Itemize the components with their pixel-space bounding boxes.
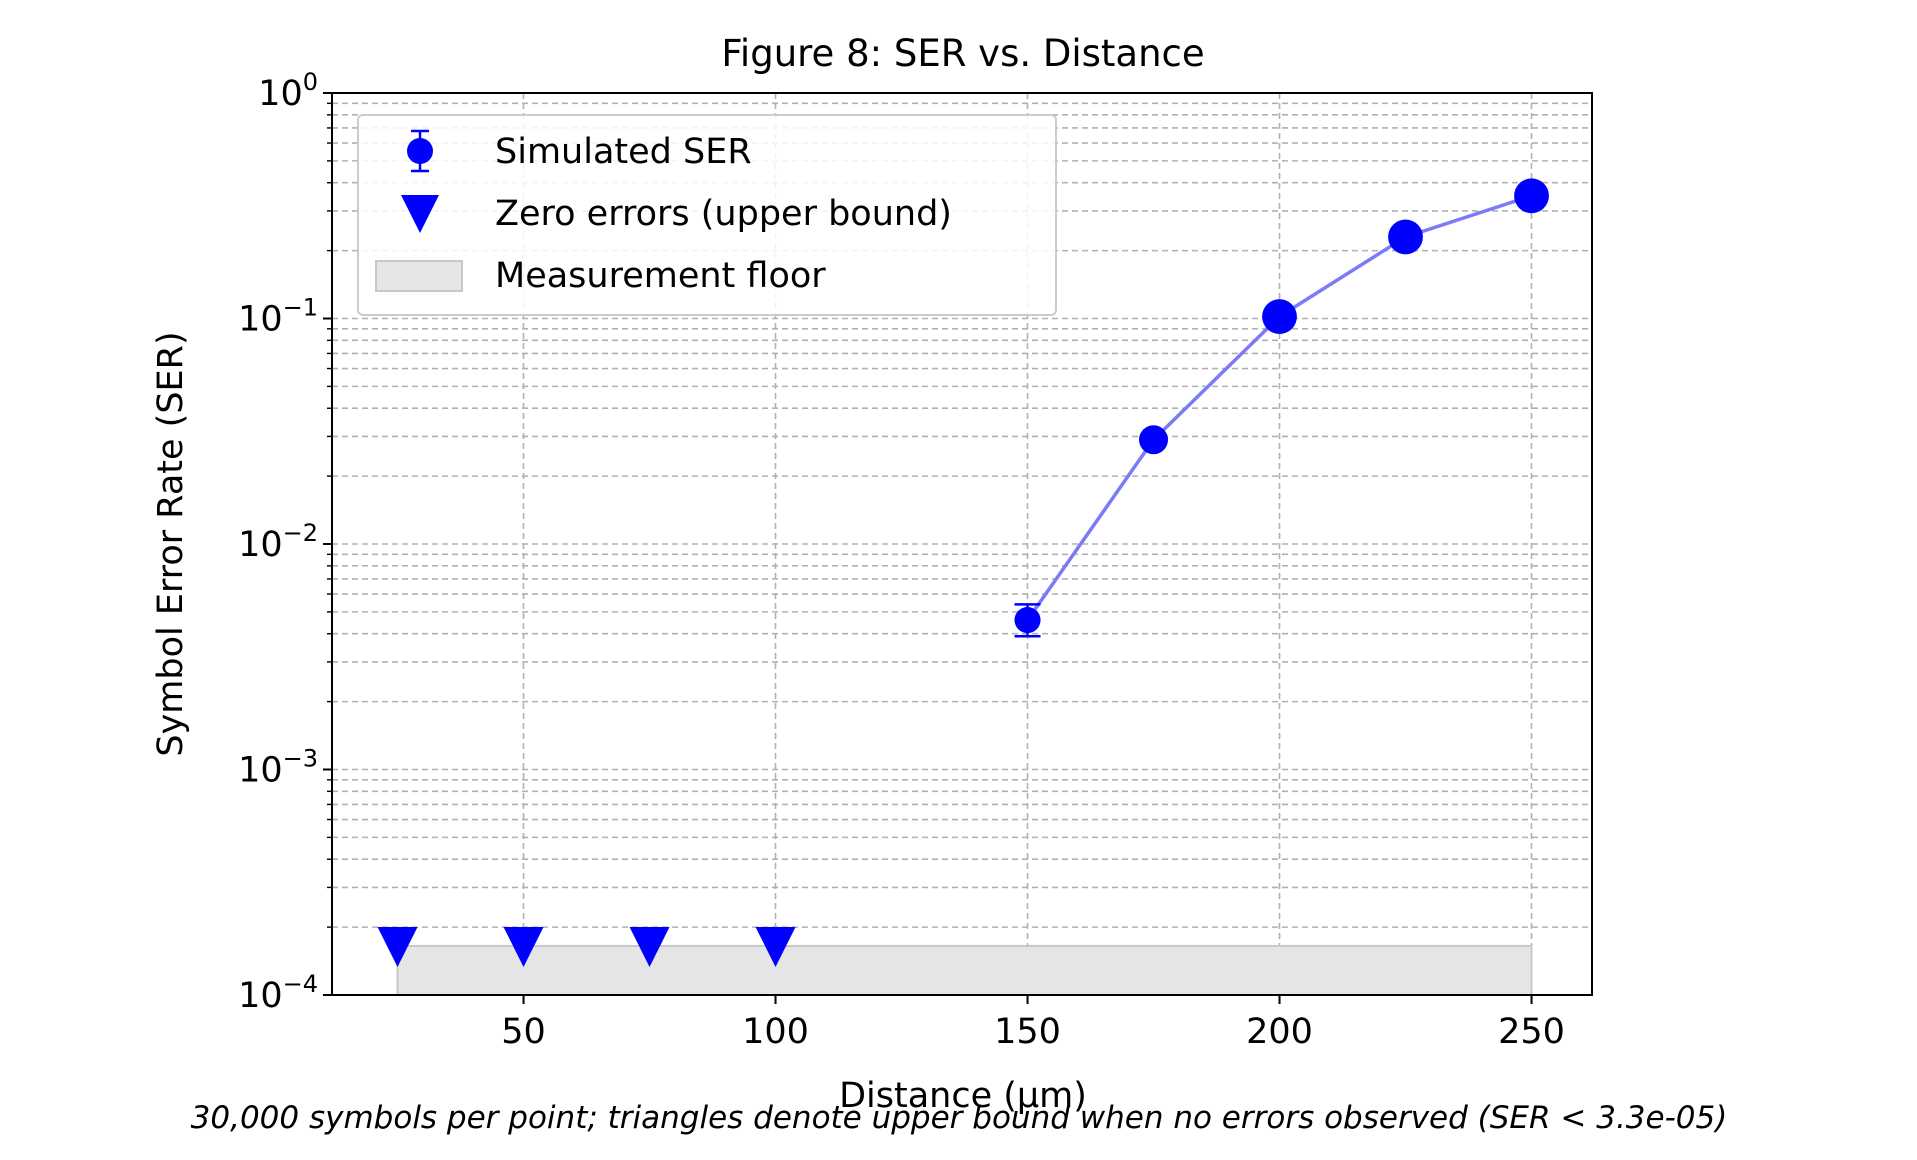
simulated-ser-point [1014, 606, 1041, 634]
axis-ticks: 50 100 150 200 250 100 10−1 10−2 10−3 10−4 [238, 68, 1565, 1052]
x-tick-label: 150 [994, 1012, 1061, 1052]
y-tick-label: 100 [258, 68, 318, 114]
legend-box [357, 114, 1057, 316]
legend-point-icon [407, 138, 433, 164]
x-tick-label: 50 [501, 1012, 546, 1052]
legend-label: Measurement floor [495, 256, 826, 296]
zero-errors-triangle [377, 926, 418, 967]
y-tick-label: 10−3 [238, 745, 318, 791]
x-tick-label: 100 [742, 1012, 809, 1052]
measurement-floor-band [396, 944, 1533, 997]
simulated-ser-point [1388, 219, 1423, 255]
legend-label: Simulated SER [495, 132, 752, 172]
zero-errors-triangle [755, 926, 796, 967]
y-tick-label: 10−4 [238, 970, 318, 1016]
x-tick-label: 200 [1246, 1012, 1313, 1052]
chart-title: Figure 8: SER vs. Distance [721, 32, 1204, 75]
x-tick-label: 250 [1498, 1012, 1565, 1052]
simulated-ser-point [1514, 178, 1549, 214]
zero-errors-triangle [503, 926, 544, 967]
y-tick-label: 10−1 [238, 294, 318, 340]
series-layer [377, 178, 1549, 967]
chart-caption: 30,000 symbols per point; triangles deno… [191, 1100, 1728, 1136]
legend-label: Zero errors (upper bound) [495, 194, 952, 234]
legend-triangle-icon [401, 195, 439, 233]
y-axis-label: Symbol Error Rate (SER) [151, 331, 191, 756]
zero-errors-triangle [629, 926, 670, 967]
measurement-floor-rect [396, 944, 1533, 997]
simulated-ser-point [1139, 425, 1169, 455]
x-axis-label: Distance (μm) [839, 1076, 1087, 1116]
simulated-ser-point [1262, 299, 1297, 334]
legend-band-swatch [375, 260, 463, 292]
y-tick-label: 10−2 [238, 519, 318, 565]
legend: Simulated SER Zero errors (upper bound) Me… [357, 114, 1057, 316]
